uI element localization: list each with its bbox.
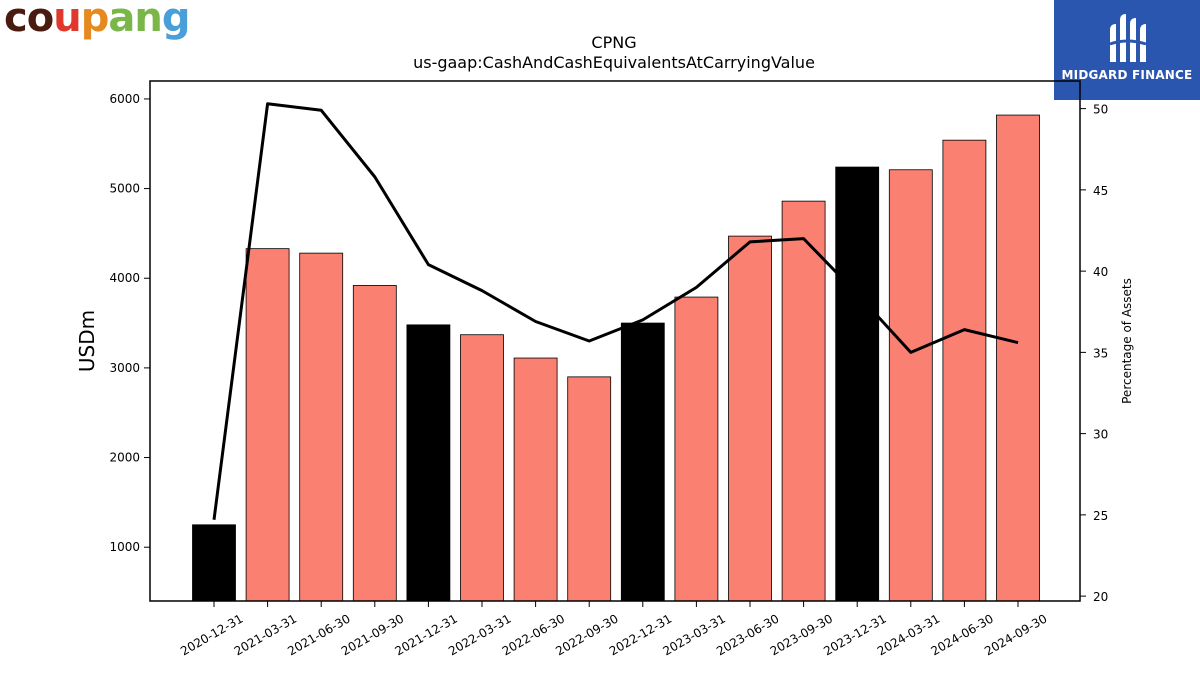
y-tick-label: 2000 bbox=[109, 451, 140, 465]
logo-letter: u bbox=[53, 0, 80, 41]
midgard-finance-badge: MIDGARD FINANCE bbox=[1054, 0, 1200, 100]
y2-tick-label: 30 bbox=[1093, 428, 1108, 442]
y2-tick-label: 45 bbox=[1093, 184, 1108, 198]
bar bbox=[674, 296, 719, 602]
bar bbox=[728, 235, 772, 602]
bar bbox=[888, 169, 933, 602]
x-axis: 2020-12-312021-03-312021-06-302021-09-30… bbox=[178, 601, 1050, 658]
bar bbox=[942, 139, 987, 602]
bar bbox=[996, 114, 1040, 602]
y-tick-label: 5000 bbox=[109, 182, 140, 196]
midgard-finance-name: MIDGARD FINANCE bbox=[1061, 68, 1193, 82]
y2-tick-label: 25 bbox=[1093, 509, 1108, 523]
y-tick-label: 1000 bbox=[109, 540, 140, 554]
logo-letter: c bbox=[4, 0, 27, 41]
coupang-logo-text: coupang bbox=[4, 0, 189, 41]
plot-frame bbox=[149, 80, 1081, 602]
bar bbox=[406, 324, 451, 602]
y-tick-label: 3000 bbox=[109, 361, 140, 375]
bar bbox=[567, 376, 612, 602]
bar bbox=[460, 334, 504, 602]
midgard-logo-icon bbox=[1109, 14, 1147, 62]
logo-letter: p bbox=[81, 0, 109, 41]
bar bbox=[245, 248, 290, 602]
logo-letter: a bbox=[108, 0, 134, 41]
coupang-logo: coupang bbox=[4, 0, 190, 41]
y-axis-label: USDm bbox=[75, 310, 99, 372]
y-axis-right: 20 25 30 35 40 45 50 bbox=[1080, 103, 1108, 604]
y2-tick-label: 50 bbox=[1093, 103, 1108, 117]
bar bbox=[299, 252, 344, 602]
bar bbox=[513, 357, 558, 602]
y-axis-left: 1000 2000 3000 4000 5000 6000 bbox=[109, 92, 150, 554]
chart-title: CPNG bbox=[591, 33, 636, 52]
bar bbox=[352, 285, 397, 602]
percentage-line bbox=[212, 102, 1019, 520]
bar bbox=[192, 524, 236, 602]
logo-letter: g bbox=[162, 0, 190, 41]
y-tick-label: 4000 bbox=[109, 271, 140, 285]
chart-subtitle: us-gaap:CashAndCashEquivalentsAtCarrying… bbox=[413, 53, 815, 72]
y2-tick-label: 40 bbox=[1093, 265, 1108, 279]
y2-axis-label: Percentage of Assets bbox=[1120, 278, 1134, 404]
bar-series bbox=[192, 114, 1040, 602]
y-tick-label: 6000 bbox=[109, 92, 140, 106]
y2-tick-label: 35 bbox=[1093, 346, 1108, 360]
logo-letter: o bbox=[27, 0, 53, 41]
bar bbox=[835, 166, 880, 602]
logo-letter: n bbox=[134, 0, 161, 41]
bar bbox=[781, 200, 826, 602]
bar bbox=[620, 322, 665, 602]
y2-tick-label: 20 bbox=[1093, 590, 1108, 604]
